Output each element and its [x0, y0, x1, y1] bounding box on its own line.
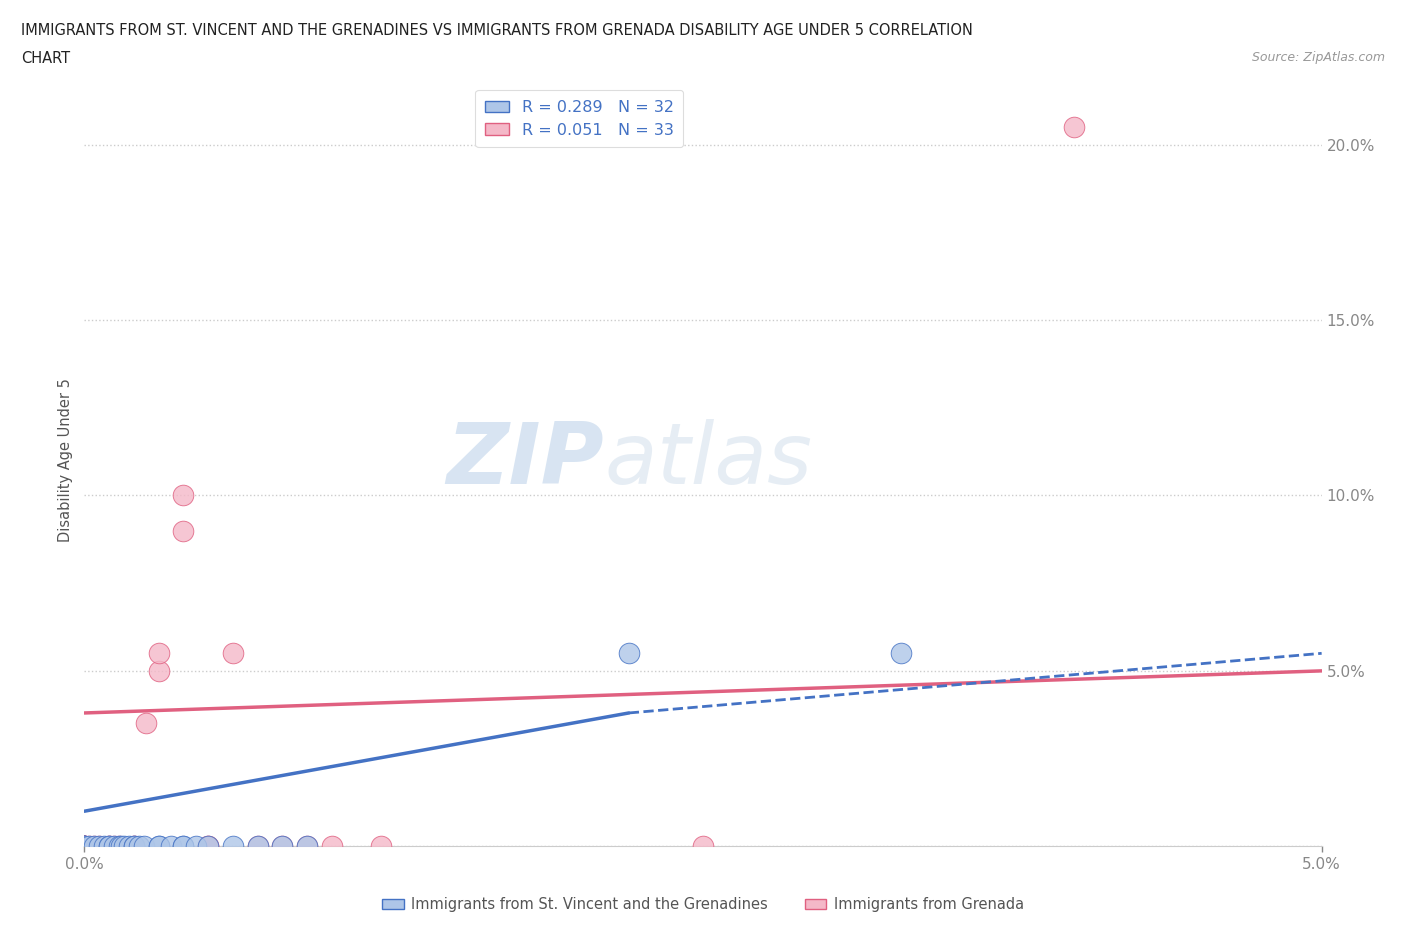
- Point: [73, 839, 96, 854]
- Point: [321, 839, 343, 854]
- Point: [89, 839, 111, 854]
- Point: [73, 839, 96, 854]
- Point: [172, 488, 194, 503]
- Point: [73, 839, 96, 854]
- Point: [148, 663, 170, 678]
- Point: [73, 839, 96, 854]
- Point: [197, 839, 219, 854]
- Point: [617, 646, 640, 661]
- Point: [246, 839, 269, 854]
- Point: [184, 839, 207, 854]
- Legend: Immigrants from St. Vincent and the Grenadines, Immigrants from Grenada: Immigrants from St. Vincent and the Gren…: [377, 891, 1029, 918]
- Point: [73, 839, 96, 854]
- Point: [132, 839, 155, 854]
- Point: [98, 839, 121, 854]
- Legend: R = 0.289   N = 32, R = 0.051   N = 33: R = 0.289 N = 32, R = 0.051 N = 33: [475, 90, 683, 147]
- Point: [222, 839, 245, 854]
- Point: [73, 839, 96, 854]
- Point: [112, 839, 135, 854]
- Point: [271, 839, 294, 854]
- Point: [128, 839, 150, 854]
- Point: [172, 839, 194, 854]
- Point: [110, 839, 132, 854]
- Point: [73, 839, 96, 854]
- Point: [246, 839, 269, 854]
- Text: Source: ZipAtlas.com: Source: ZipAtlas.com: [1251, 51, 1385, 64]
- Point: [73, 839, 96, 854]
- Point: [108, 839, 131, 854]
- Point: [73, 839, 96, 854]
- Point: [148, 646, 170, 661]
- Point: [73, 839, 96, 854]
- Point: [148, 839, 170, 854]
- Point: [197, 839, 219, 854]
- Y-axis label: Disability Age Under 5: Disability Age Under 5: [58, 379, 73, 542]
- Point: [1063, 120, 1085, 135]
- Point: [172, 523, 194, 538]
- Point: [73, 839, 96, 854]
- Point: [73, 839, 96, 854]
- Point: [98, 839, 121, 854]
- Point: [122, 839, 145, 854]
- Point: [83, 839, 105, 854]
- Point: [79, 839, 101, 854]
- Point: [295, 839, 318, 854]
- Point: [93, 839, 115, 854]
- Point: [692, 839, 714, 854]
- Point: [118, 839, 141, 854]
- Point: [73, 839, 96, 854]
- Point: [135, 716, 157, 731]
- Point: [79, 839, 101, 854]
- Point: [197, 839, 219, 854]
- Point: [148, 839, 170, 854]
- Text: CHART: CHART: [21, 51, 70, 66]
- Point: [103, 839, 125, 854]
- Point: [890, 646, 912, 661]
- Point: [83, 839, 105, 854]
- Point: [370, 839, 392, 854]
- Point: [122, 839, 145, 854]
- Point: [98, 839, 121, 854]
- Point: [122, 839, 145, 854]
- Point: [103, 839, 125, 854]
- Point: [108, 839, 131, 854]
- Point: [271, 839, 294, 854]
- Text: IMMIGRANTS FROM ST. VINCENT AND THE GRENADINES VS IMMIGRANTS FROM GRENADA DISABI: IMMIGRANTS FROM ST. VINCENT AND THE GREN…: [21, 23, 973, 38]
- Text: ZIP: ZIP: [446, 418, 605, 502]
- Point: [122, 839, 145, 854]
- Point: [89, 839, 111, 854]
- Point: [222, 646, 245, 661]
- Point: [160, 839, 183, 854]
- Text: atlas: atlas: [605, 418, 813, 502]
- Point: [295, 839, 318, 854]
- Point: [98, 839, 121, 854]
- Point: [172, 839, 194, 854]
